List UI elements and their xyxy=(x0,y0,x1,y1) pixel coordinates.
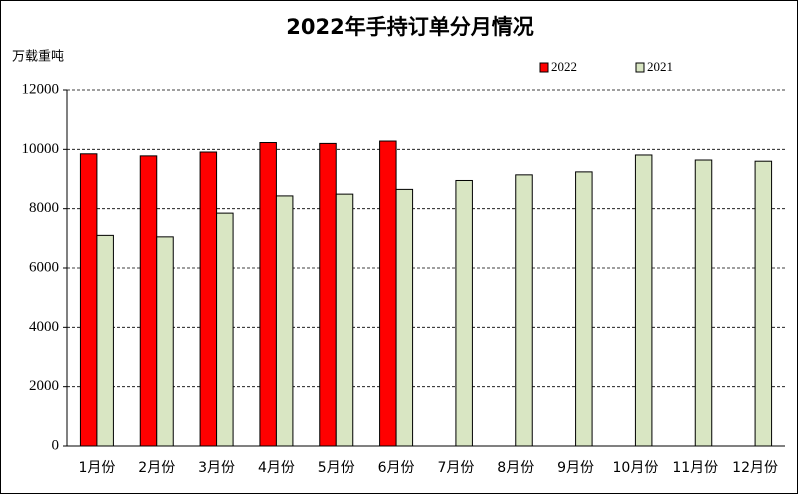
bar xyxy=(634,154,653,447)
bar xyxy=(515,174,533,447)
y-tick-label: 0 xyxy=(52,437,60,453)
y-tick-label: 12000 xyxy=(22,81,60,97)
x-tick-label: 5月份 xyxy=(318,460,355,476)
x-tick-label: 12月份 xyxy=(732,460,778,476)
x-tick-label: 4月份 xyxy=(258,460,295,476)
bar xyxy=(259,142,277,447)
x-tick-label: 2月份 xyxy=(138,460,175,476)
bar xyxy=(575,171,593,447)
x-tick-label: 3月份 xyxy=(198,460,235,476)
bar xyxy=(319,142,337,447)
y-tick-label: 10000 xyxy=(22,141,60,157)
bar xyxy=(216,212,234,447)
bar xyxy=(379,140,397,447)
bar xyxy=(395,188,414,447)
x-tick-label: 11月份 xyxy=(672,460,718,476)
bar xyxy=(79,153,98,447)
chart-title: 2022年手持订单分月情况 xyxy=(286,15,533,39)
legend-swatch xyxy=(635,62,645,73)
x-tick-label: 1月份 xyxy=(78,460,115,476)
bar xyxy=(694,159,713,447)
bar xyxy=(275,195,294,447)
bar xyxy=(139,155,158,447)
bar xyxy=(96,234,114,447)
y-axis-label: 万载重吨 xyxy=(12,49,64,65)
bar xyxy=(156,236,174,447)
y-tick-label: 4000 xyxy=(29,319,59,335)
bar xyxy=(754,160,773,447)
x-tick-label: 7月份 xyxy=(437,460,474,476)
bar xyxy=(199,151,218,447)
x-tick-label: 6月份 xyxy=(378,460,415,476)
y-tick-label: 2000 xyxy=(29,378,59,394)
x-tick-label: 10月份 xyxy=(613,460,659,476)
bar xyxy=(455,179,473,447)
x-tick-label: 8月份 xyxy=(497,460,534,476)
y-tick-label: 6000 xyxy=(29,259,59,275)
x-tick-label: 9月份 xyxy=(557,460,594,476)
bar xyxy=(335,193,354,447)
legend-label: 2021 xyxy=(647,59,673,74)
y-tick-label: 8000 xyxy=(29,200,59,216)
legend-label: 2022 xyxy=(551,59,577,74)
legend-swatch xyxy=(539,62,549,73)
